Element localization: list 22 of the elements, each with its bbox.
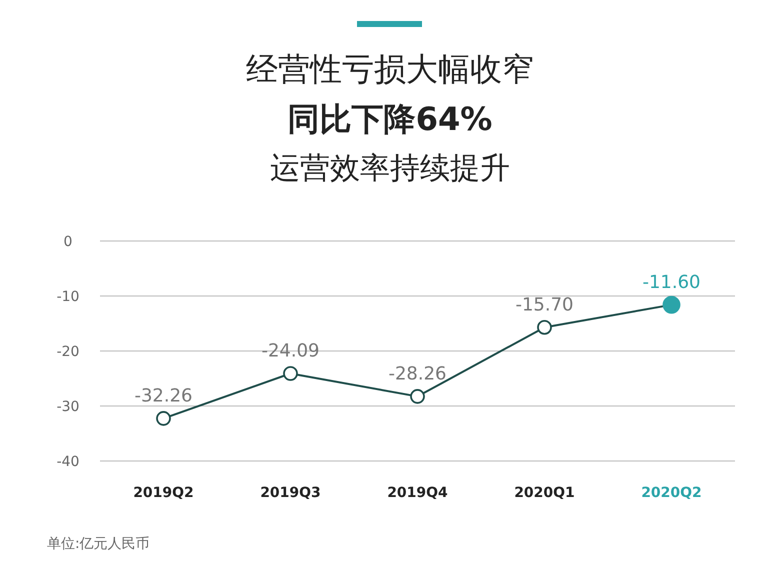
- point: [537, 320, 552, 335]
- chart-subtitle: 同比下降64% 运营效率持续提升: [270, 100, 510, 186]
- data-label: -11.60: [642, 272, 701, 293]
- chart-title: 经营性亏损大幅收窄: [246, 50, 534, 88]
- point: [410, 389, 425, 404]
- text: 单位:亿元人民币: [47, 536, 150, 552]
- y-tick-label: -30: [56, 399, 80, 415]
- x-tick-label: 2019Q4: [387, 485, 448, 501]
- data-label: -15.70: [515, 294, 574, 316]
- y-tick-label: -10: [56, 289, 80, 305]
- data-label: -24.09: [261, 340, 320, 362]
- x-tick-label: 2019Q3: [260, 485, 321, 501]
- y-tick-label: 0: [64, 234, 72, 250]
- x-tick-label: 2019Q2: [133, 485, 194, 501]
- x-tick-label: 2020Q1: [514, 485, 575, 501]
- data-label: -28.26: [388, 363, 447, 384]
- data-label: -32.26: [134, 385, 193, 406]
- x-tick-label: 2020Q2: [641, 485, 702, 501]
- point: [283, 366, 298, 381]
- y-tick-label: -20: [56, 344, 80, 360]
- point: [156, 411, 171, 426]
- y-tick-label: -40: [56, 454, 80, 470]
